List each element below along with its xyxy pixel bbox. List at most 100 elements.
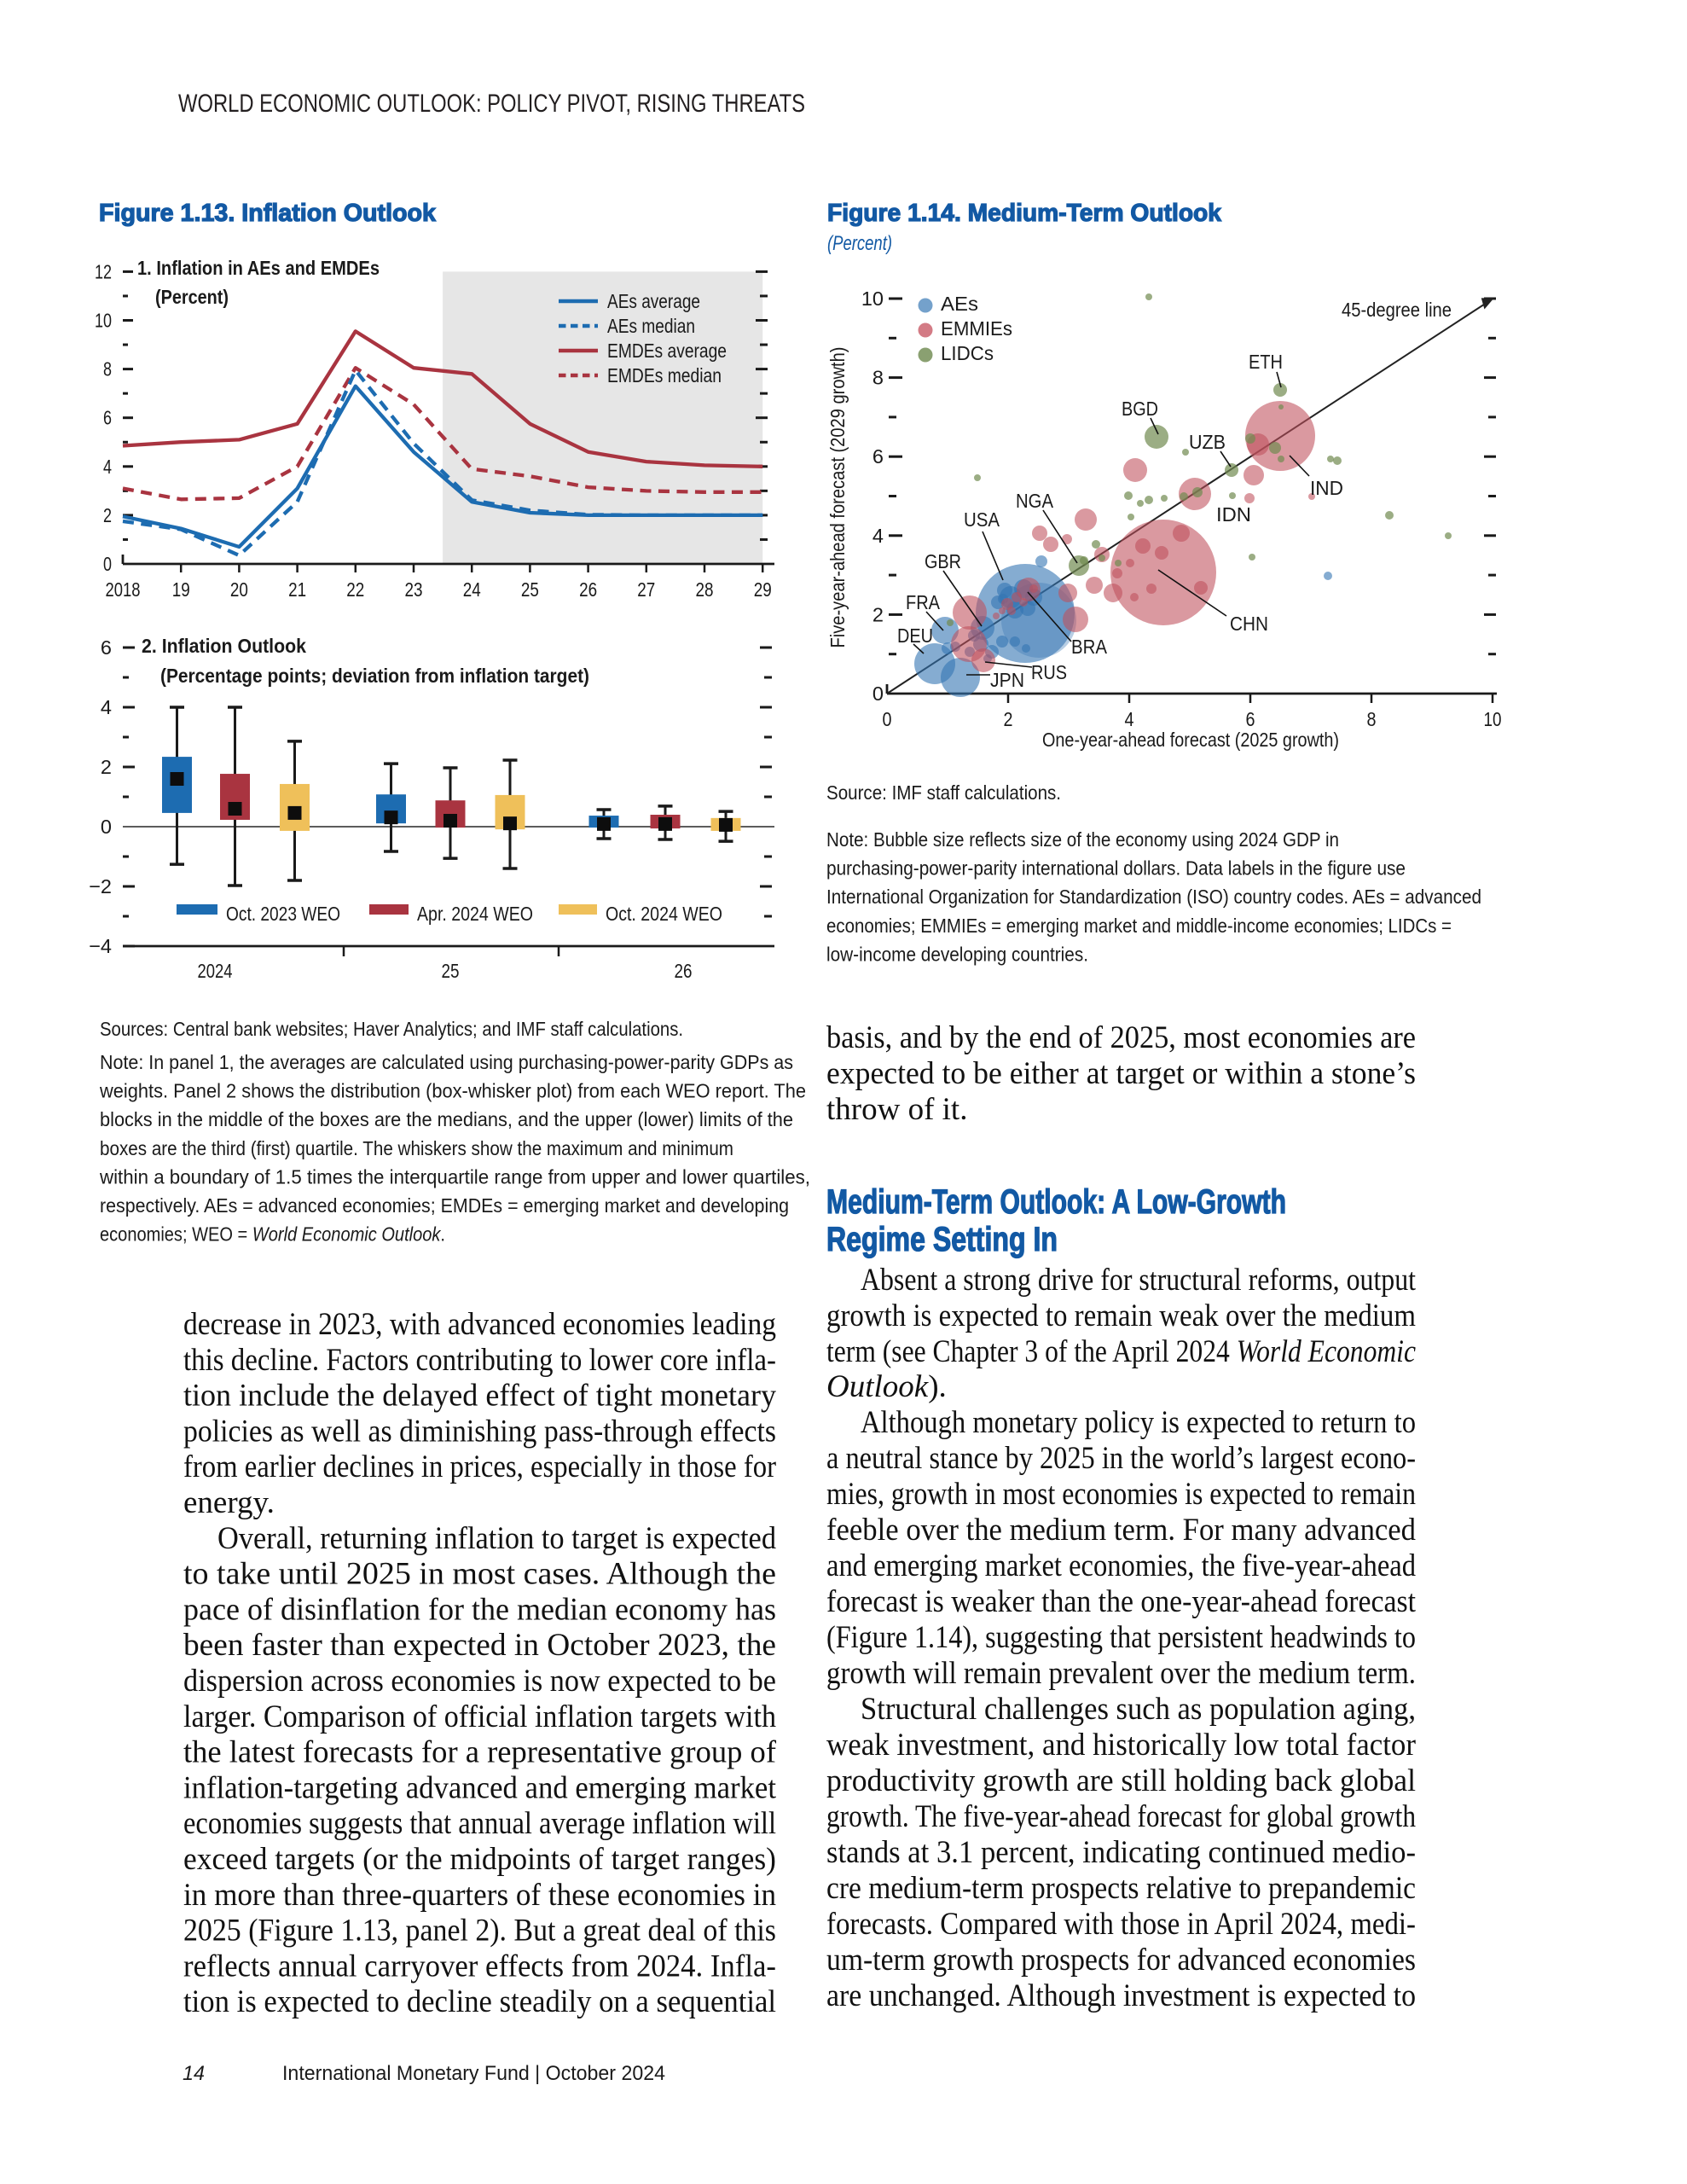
svg-text:economies; WEO = World Economi: economies; WEO = World Economic Outlook. (100, 1223, 445, 1246)
svg-text:JPN: JPN (990, 669, 1024, 691)
svg-text:growth is expected to remain w: growth is expected to remain weak over t… (826, 1298, 1416, 1333)
svg-text:4: 4 (101, 696, 112, 718)
svg-text:International Monetary Fund |: International Monetary Fund | October 20… (282, 2062, 665, 2085)
svg-text:NGA: NGA (1016, 490, 1053, 512)
svg-text:8: 8 (103, 358, 112, 380)
svg-text:and emerging market economies,: and emerging market economies, the five-… (826, 1548, 1416, 1583)
svg-text:Although monetary policy is ex: Although monetary policy is expected to … (861, 1405, 1416, 1440)
svg-text:to take until 2025 in most cas: to take until 2025 in most cases. Althou… (183, 1557, 776, 1592)
svg-text:WORLD ECONOMIC OUTLOOK: POLICY: WORLD ECONOMIC OUTLOOK: POLICY PIVOT, RI… (178, 90, 805, 118)
svg-text:been faster than expected in O: been faster than expected in October 202… (183, 1628, 776, 1663)
svg-text:within a boundary of 1.5 times: within a boundary of 1.5 times the inter… (99, 1165, 810, 1188)
svg-text:the latest forecasts for a rep: the latest forecasts for a representativ… (183, 1735, 777, 1770)
svg-text:(Percentage points; deviation: (Percentage points; deviation from infla… (160, 665, 589, 687)
svg-text:25: 25 (442, 960, 460, 982)
svg-text:Five-year-ahead forecast (2029: Five-year-ahead forecast (2029 growth) (826, 347, 849, 648)
svg-text:from earlier declines in price: from earlier declines in prices, especia… (183, 1449, 776, 1484)
svg-text:Note: In panel 1, the averages: Note: In panel 1, the averages are calcu… (100, 1051, 793, 1073)
svg-text:term (see Chapter 3 of the Apr: term (see Chapter 3 of the April 2024 Wo… (826, 1334, 1416, 1369)
svg-text:2: 2 (1004, 708, 1013, 730)
svg-text:6: 6 (1246, 708, 1255, 730)
svg-text:0: 0 (872, 682, 884, 705)
svg-text:reflects annual carryover effe: reflects annual carryover effects from 2… (183, 1949, 776, 1984)
svg-text:12: 12 (95, 260, 112, 282)
svg-text:blocks in the middle of the bo: blocks in the middle of the boxes are th… (100, 1108, 793, 1130)
svg-text:Oct. 2024 WEO: Oct. 2024 WEO (606, 903, 722, 925)
svg-text:BGD: BGD (1122, 398, 1158, 420)
svg-text:28: 28 (696, 578, 714, 601)
svg-text:are unchanged. Although invest: are unchanged. Although investment is ex… (826, 1978, 1416, 2013)
svg-text:2: 2 (872, 603, 884, 625)
svg-text:0: 0 (883, 708, 892, 730)
svg-text:Medium-Term Outlook: A Low-Gro: Medium-Term Outlook: A Low-Growth (826, 1183, 1286, 1221)
svg-text:2: 2 (103, 504, 112, 526)
svg-text:10: 10 (95, 310, 112, 332)
svg-text:2: 2 (101, 756, 112, 778)
svg-text:AEs: AEs (941, 293, 978, 315)
svg-text:Overall, returning inflation t: Overall, returning inflation to target i… (217, 1521, 776, 1556)
svg-text:economies; EMMIEs = emerging m: economies; EMMIEs = emerging market and … (826, 915, 1452, 937)
svg-text:24: 24 (463, 578, 481, 601)
svg-text:10: 10 (861, 288, 884, 310)
svg-text:tion include the delayed effec: tion include the delayed effect of tight… (183, 1379, 776, 1414)
svg-text:mies, growth in most economies: mies, growth in most economies is expect… (826, 1477, 1416, 1512)
svg-text:CHN: CHN (1230, 613, 1268, 635)
svg-text:growth. The five-year-ahead fo: growth. The five-year-ahead forecast for… (826, 1799, 1416, 1834)
svg-text:Figure 1.13. Inflation Outloo: Figure 1.13. Inflation Outlook (99, 200, 437, 227)
svg-text:Outlook).: Outlook). (826, 1369, 947, 1404)
svg-text:0: 0 (103, 553, 112, 575)
svg-text:4: 4 (103, 456, 112, 478)
svg-text:EMDEs average: EMDEs average (607, 340, 727, 362)
svg-text:LIDCs: LIDCs (941, 342, 994, 364)
svg-text:4: 4 (872, 525, 884, 547)
svg-text:energy.: energy. (183, 1485, 275, 1520)
svg-text:GBR: GBR (925, 550, 961, 572)
svg-text:USA: USA (964, 508, 1000, 531)
svg-text:6: 6 (872, 445, 884, 468)
svg-text:forecast is weaker than the on: forecast is weaker than the one-year-ahe… (826, 1584, 1417, 1619)
svg-text:8: 8 (1367, 708, 1377, 730)
svg-text:2018: 2018 (106, 578, 141, 601)
svg-text:decrease in 2023, with advance: decrease in 2023, with advanced economie… (183, 1307, 776, 1342)
svg-text:exceed targets (or the midpoin: exceed targets (or the midpoints of targ… (183, 1842, 776, 1877)
svg-text:(Percent): (Percent) (155, 286, 229, 308)
svg-text:26: 26 (675, 960, 693, 982)
svg-text:um-term growth prospects for a: um-term growth prospects for advanced ec… (826, 1943, 1416, 1978)
svg-text:Source: IMF staff calculations: Source: IMF staff calculations. (826, 781, 1061, 804)
svg-text:−4: −4 (89, 935, 112, 957)
svg-text:pace of disinflation for the m: pace of disinflation for the median econ… (183, 1592, 776, 1627)
svg-text:weights. Panel 2 shows the dis: weights. Panel 2 shows the distribution … (99, 1080, 806, 1102)
svg-text:22: 22 (346, 578, 364, 601)
svg-text:in more than three-quarters of: in more than three-quarters of these eco… (183, 1878, 776, 1913)
svg-text:1. Inflation in AEs and EMDEs: 1. Inflation in AEs and EMDEs (137, 257, 380, 279)
svg-text:2. Inflation Outlook: 2. Inflation Outlook (142, 635, 307, 657)
svg-text:tion is expected to decline st: tion is expected to decline steadily on … (183, 1984, 776, 2019)
svg-text:One-year-ahead forecast (2025: One-year-ahead forecast (2025 growth) (1042, 729, 1339, 751)
svg-text:6: 6 (101, 636, 112, 659)
svg-text:productivity growth are still: productivity growth are still holding ba… (826, 1763, 1416, 1798)
svg-text:25: 25 (521, 578, 539, 601)
svg-text:−2: −2 (89, 875, 112, 897)
svg-text:this decline. Factors contribu: this decline. Factors contributing to lo… (183, 1343, 776, 1378)
svg-text:BRA: BRA (1071, 636, 1107, 658)
svg-text:EMMIEs: EMMIEs (941, 317, 1012, 340)
svg-text:Structural challenges such as: Structural challenges such as population… (861, 1692, 1416, 1727)
svg-text:stands at 3.1 percent, indicat: stands at 3.1 percent, indicating contin… (826, 1835, 1416, 1870)
svg-text:inflation-targeting advanced a: inflation-targeting advanced and emergin… (183, 1770, 777, 1805)
svg-text:RUS: RUS (1031, 661, 1067, 683)
svg-text:weak investment, and historica: weak investment, and historically low to… (826, 1728, 1416, 1763)
svg-text:2024: 2024 (198, 960, 233, 982)
svg-text:(Figure 1.14), suggesting that: (Figure 1.14), suggesting that persisten… (826, 1620, 1416, 1655)
svg-text:8: 8 (872, 367, 884, 389)
svg-text:21: 21 (288, 578, 306, 601)
svg-text:feeble over the medium term. F: feeble over the medium term. For many ad… (826, 1513, 1416, 1548)
svg-text:Note: Bubble size reflects siz: Note: Bubble size reflects size of the e… (826, 828, 1339, 851)
svg-text:boxes are the third (first) qu: boxes are the third (first) quartile. Th… (100, 1137, 733, 1159)
svg-text:10: 10 (1484, 708, 1502, 730)
svg-text:dispersion across economies is: dispersion across economies is now expec… (183, 1664, 776, 1699)
svg-text:respectively. AEs = advanced e: respectively. AEs = advanced economies; … (100, 1194, 789, 1217)
svg-text:26: 26 (579, 578, 597, 601)
svg-text:International Organization for: International Organization for Standardi… (826, 886, 1481, 908)
svg-text:UZB: UZB (1189, 431, 1226, 453)
svg-text:growth will remain prevalent o: growth will remain prevalent over the me… (826, 1656, 1416, 1691)
